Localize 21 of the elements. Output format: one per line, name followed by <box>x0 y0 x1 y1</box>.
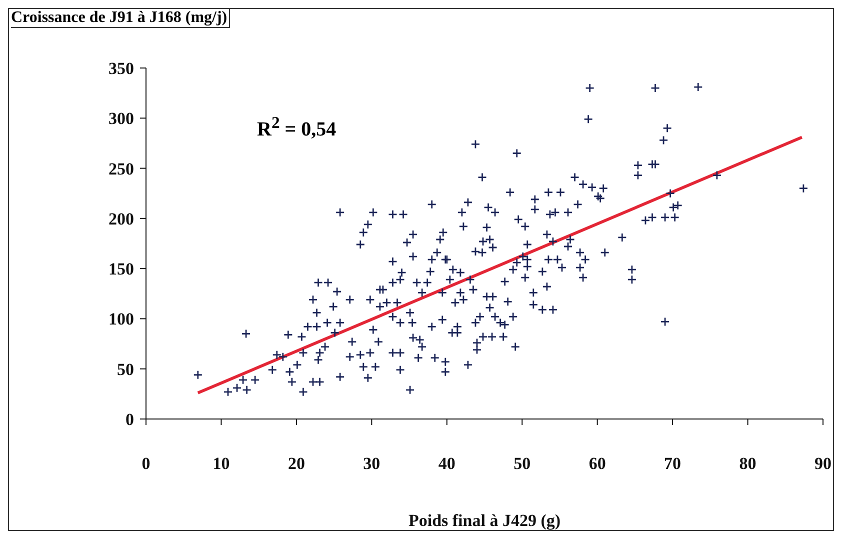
y-tick-label: 300 <box>108 109 134 128</box>
y-tick-label: 50 <box>117 360 134 379</box>
y-tick-label: 0 <box>126 410 134 430</box>
x-tick-label: 90 <box>814 454 832 474</box>
annotation: R$^{2}$ = 0,54 <box>257 113 336 142</box>
x-tick-label: 10 <box>212 454 230 474</box>
x-tick-label: 70 <box>664 454 682 474</box>
y-tick-label: 150 <box>108 260 134 279</box>
x-tick-label: 20 <box>288 454 305 474</box>
x-tick-label: 40 <box>438 454 456 474</box>
y-tick-label: 350 <box>108 59 134 78</box>
y-tick-label: 100 <box>108 310 134 329</box>
x-tick-label: 60 <box>588 454 606 474</box>
y-tick-label: 200 <box>108 209 134 228</box>
x-tick-label: 80 <box>739 454 756 474</box>
x-tick-label: 0 <box>142 454 150 474</box>
y-tick-label: 250 <box>108 159 134 178</box>
x-tick-label: 50 <box>514 454 531 474</box>
y-axis-title: Croissance de J91 à J168 (mg/j) <box>11 9 230 28</box>
x-axis-title: Poids final à J429 (g) <box>408 511 561 530</box>
x-tick-label: 30 <box>363 454 380 474</box>
